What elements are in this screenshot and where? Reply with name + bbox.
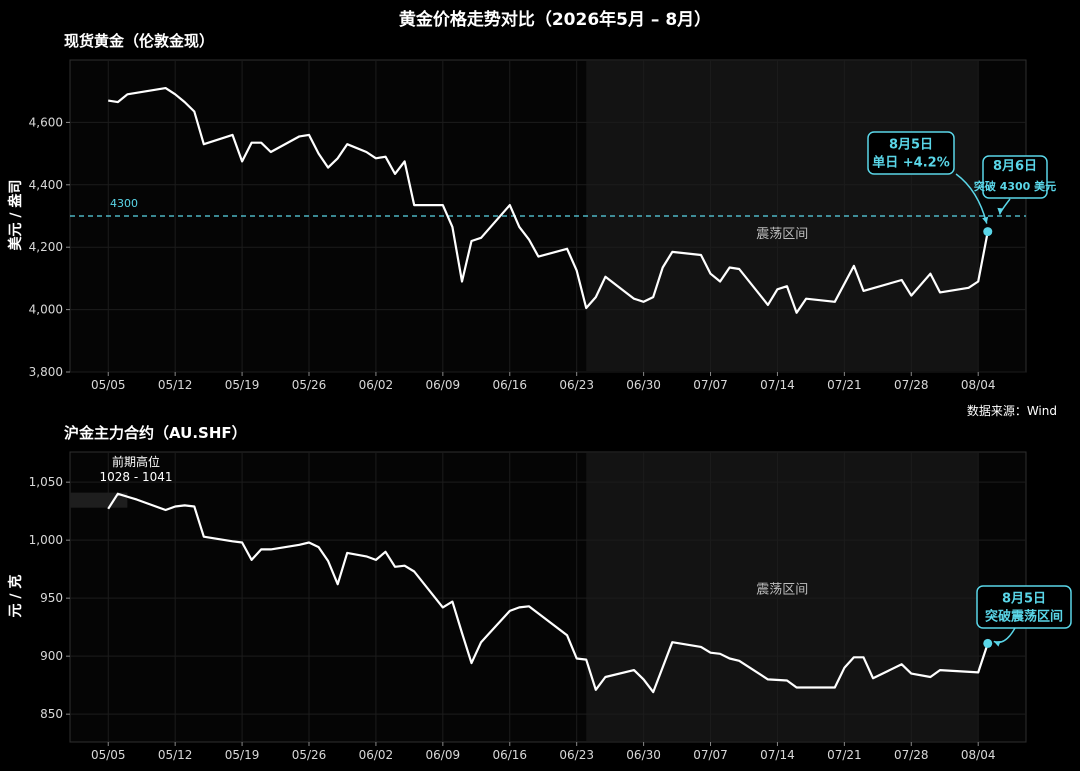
spot-gold-y-tick-label: 4,000 — [29, 303, 63, 317]
break-4300-annotation-text: 8月6日 — [993, 159, 1037, 174]
spot-gold-chart: 现货黄金（伦敦金现） 美元 / 盎司 数据来源：Wind 3,800 4,000 4… — [7, 32, 1057, 418]
breakout-annotation-box — [976, 585, 1072, 629]
single-day-gain-annotation-arrowhead — [982, 216, 989, 224]
spot-gold-x-tick-label: 05/05 — [91, 378, 126, 392]
break-4300-annotation-arrowhead — [997, 207, 1004, 215]
shanghai-gold-x-tick-label: 05/19 — [225, 748, 260, 762]
data-source-note: 数据来源：Wind — [967, 403, 1057, 418]
shanghai-gold-prior-high-range: 1028 - 1041 — [99, 470, 172, 484]
shanghai-gold-prior-high-zone — [70, 492, 128, 508]
shanghai-gold-x-tick-label: 07/14 — [760, 748, 795, 762]
spot-gold-x-tick-label: 07/14 — [760, 378, 795, 392]
spot-gold-chart-title: 现货黄金（伦敦金现） — [64, 32, 214, 50]
spot-gold-highlight-point — [983, 227, 993, 237]
breakout-annotation-text: 8月5日 — [1002, 592, 1046, 607]
shanghai-gold-y-tick-label: 1,000 — [29, 533, 63, 547]
shanghai-gold-chart: 沪金主力合约（AU.SHF） 元 / 克 850 900 950 1,000 1,050… — [7, 424, 1072, 762]
spot-gold-y-tick-label: 3,800 — [29, 365, 63, 379]
shanghai-gold-x-tick-label: 08/04 — [961, 748, 996, 762]
shanghai-gold-x-tick-label: 07/21 — [827, 748, 862, 762]
shanghai-gold-chart-title: 沪金主力合约（AU.SHF） — [64, 424, 247, 442]
spot-gold-x-tick-label: 05/12 — [158, 378, 193, 392]
single-day-gain-annotation-text: 单日 +4.2% — [872, 155, 949, 171]
spot-gold-x-tick-label: 07/28 — [894, 378, 929, 392]
shanghai-gold-x-tick-label: 05/12 — [158, 748, 193, 762]
shanghai-gold-y-tick-label: 1,050 — [29, 475, 63, 489]
spot-gold-x-tick-label: 06/16 — [492, 378, 527, 392]
shanghai-gold-x-tick-label: 07/28 — [894, 748, 929, 762]
shanghai-gold-x-tick-label: 05/26 — [292, 748, 327, 762]
single-day-gain-annotation-text: 8月5日 — [889, 138, 933, 153]
shanghai-gold-y-tick-label: 850 — [40, 707, 63, 721]
spot-gold-price-line — [108, 87, 989, 314]
shanghai-gold-x-tick-label: 06/09 — [426, 748, 461, 762]
spot-gold-x-tick-label: 06/23 — [559, 378, 594, 392]
spot-gold-range-band-label: 震荡区间 — [756, 227, 808, 242]
spot-gold-x-tick-label: 07/07 — [693, 378, 728, 392]
spot-gold-x-tick-label: 07/21 — [827, 378, 862, 392]
shanghai-gold-x-tick-label: 05/05 — [91, 748, 126, 762]
breakout-annotation-text: 突破震荡区间 — [985, 609, 1063, 625]
single-day-gain-annotation-box — [867, 131, 955, 175]
spot-gold-x-tick-label: 06/02 — [359, 378, 394, 392]
break-4300-annotation-box — [982, 155, 1048, 199]
spot-gold-y-tick-label: 4,200 — [29, 240, 63, 254]
spot-gold-y-tick-label: 4,400 — [29, 178, 63, 192]
spot-gold-x-tick-label: 08/04 — [961, 378, 996, 392]
spot-gold-x-tick-label: 05/26 — [292, 378, 327, 392]
shanghai-gold-highlight-point — [983, 638, 993, 648]
shanghai-gold-range-band — [586, 453, 979, 741]
breakout-annotation-arrowhead — [993, 640, 1001, 647]
shanghai-gold-price-line — [107, 492, 989, 694]
spot-gold-y-tick-label: 4,600 — [29, 115, 63, 129]
shanghai-gold-x-tick-label: 06/02 — [359, 748, 394, 762]
shanghai-gold-x-tick-label: 06/23 — [559, 748, 594, 762]
spot-gold-x-tick-label: 05/19 — [225, 378, 260, 392]
shanghai-gold-x-tick-label: 06/30 — [626, 748, 661, 762]
spot-gold-y-axis-label: 美元 / 盎司 — [7, 180, 24, 251]
shanghai-gold-x-tick-label: 07/07 — [693, 748, 728, 762]
spot-gold-x-tick-label: 06/30 — [626, 378, 661, 392]
shanghai-gold-y-tick-label: 900 — [40, 649, 63, 663]
shanghai-gold-y-axis-label: 元 / 克 — [7, 575, 24, 618]
shanghai-gold-prior-high-label: 前期高位 — [112, 454, 160, 469]
figure-title: 黄金价格走势对比（2026年5月 – 8月） — [399, 9, 711, 30]
spot-gold-reference-line-label: 4300 — [110, 197, 138, 210]
spot-gold-x-tick-label: 06/09 — [426, 378, 461, 392]
shanghai-gold-x-tick-label: 06/16 — [492, 748, 527, 762]
break-4300-annotation-text: 突破 4300 美元 — [974, 179, 1056, 193]
shanghai-gold-range-band-label: 震荡区间 — [756, 583, 808, 598]
shanghai-gold-y-tick-label: 950 — [40, 591, 63, 605]
